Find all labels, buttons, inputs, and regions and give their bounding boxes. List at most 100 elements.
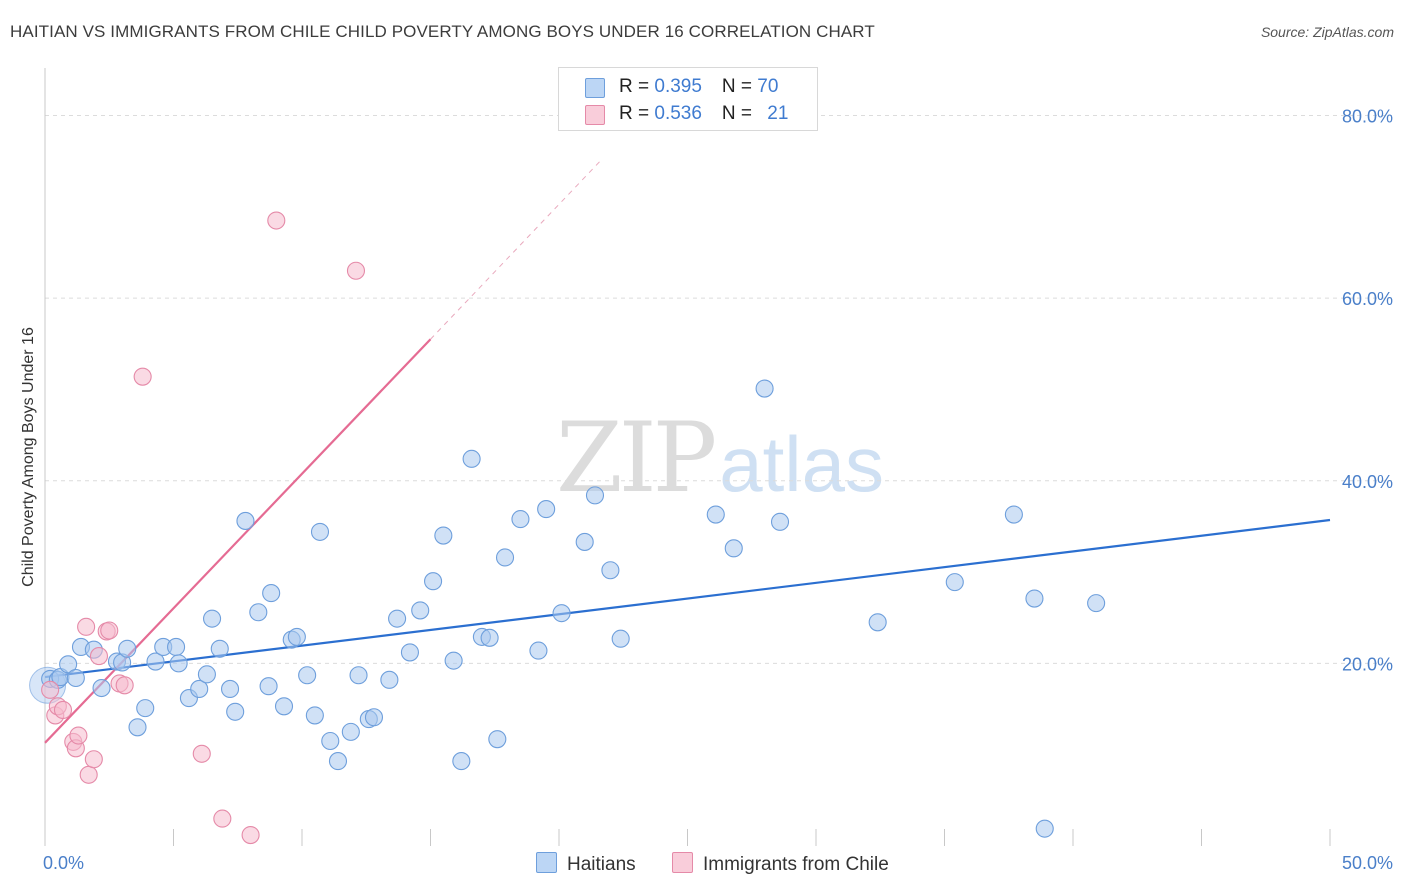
chile-point (267, 211, 286, 230)
legend-n-label: N = (721, 103, 758, 124)
haitians-point (444, 651, 463, 670)
haitians-point (136, 699, 155, 718)
haitians-point (511, 510, 530, 529)
haitians-point (287, 627, 306, 646)
stats-legend: R = 0.395 N = 70 R = 0.536 N = 21 (558, 67, 818, 131)
haitians-point (146, 652, 165, 671)
haitians-point (92, 678, 111, 698)
haitians-point (59, 655, 78, 674)
haitians-point (298, 666, 317, 685)
haitians-point (611, 629, 630, 648)
legend-n-value: 70 (757, 76, 779, 97)
legend-haitians-label: Haitians (567, 854, 636, 875)
legend-r-label: R = (619, 103, 655, 124)
haitians-point (434, 526, 453, 545)
legend-n-label: N = (721, 76, 758, 97)
chile-point (192, 744, 211, 763)
haitians-point (364, 708, 384, 727)
x-tick-label: 50.0% (1342, 853, 1393, 873)
y-tick-label: 80.0% (1342, 107, 1393, 127)
legend-chile: Immigrants from Chile (672, 852, 889, 876)
haitians-point (424, 572, 443, 591)
y-tick-label: 40.0% (1342, 472, 1393, 492)
haitians-point (226, 702, 245, 721)
haitians-point (236, 511, 255, 530)
haitians-point (724, 539, 743, 558)
chile-point (346, 261, 366, 280)
haitians-swatch-icon (585, 78, 605, 98)
haitians-point (197, 665, 216, 684)
haitians-point (1025, 589, 1044, 608)
haitians-point (868, 613, 887, 632)
y-tick-label: 60.0% (1342, 289, 1393, 309)
haitians-point (259, 677, 278, 696)
chile-point (115, 676, 134, 695)
chile-point (213, 809, 232, 828)
legend-r-label: R = (619, 76, 655, 97)
haitians-point (388, 609, 407, 628)
trend-lines (44, 160, 1331, 744)
gridlines (45, 115, 1392, 664)
haitians-point (400, 643, 419, 662)
legend-n-value: 21 (767, 103, 789, 124)
chile-trend-line (44, 338, 432, 744)
haitians-point (249, 603, 268, 622)
chile-point (241, 825, 260, 845)
chile-swatch-icon (585, 105, 605, 125)
haitians-point (341, 722, 360, 741)
haitians-point (488, 730, 507, 749)
haitians-point (220, 679, 240, 698)
source-label: Source: ZipAtlas.com (1260, 24, 1394, 40)
chile-point (100, 621, 119, 640)
haitians-point (210, 639, 229, 658)
haitians-point (480, 628, 499, 647)
haitians-point (167, 637, 186, 656)
legend-chile-label: Immigrants from Chile (703, 854, 889, 875)
legend-r-value: 0.395 (654, 76, 702, 97)
haitians-point (203, 609, 222, 628)
chile-point (79, 765, 98, 784)
x-tick-label: 0.0% (43, 853, 84, 873)
haitians-point (452, 752, 471, 771)
chile-legend-icon (672, 852, 693, 873)
haitians-legend-icon (536, 852, 557, 873)
chile-point (89, 647, 109, 666)
haitians-point (190, 679, 209, 698)
haitians-point (585, 486, 605, 505)
legend-r-value: 0.536 (654, 103, 702, 124)
haitians-point (1035, 819, 1054, 838)
y-tick-label: 20.0% (1342, 654, 1393, 674)
haitians-point (462, 449, 481, 468)
chile-point (41, 680, 60, 699)
axes (44, 68, 1331, 846)
haitians-point (349, 666, 368, 685)
haitians-point (537, 500, 556, 519)
haitians-point (601, 561, 620, 580)
chart-title: HAITIAN VS IMMIGRANTS FROM CHILE CHILD P… (10, 22, 875, 41)
haitians-point (262, 584, 281, 603)
haitians-point (118, 639, 137, 658)
haitians-point (755, 379, 774, 398)
haitians-point (128, 718, 147, 737)
haitians-point (1004, 505, 1023, 524)
haitians-point (380, 670, 399, 689)
haitians-point (706, 505, 725, 524)
haitians-trend-line (44, 518, 1331, 679)
haitians-point (1087, 594, 1106, 613)
chile-point (133, 367, 152, 386)
haitians-point (321, 731, 340, 751)
data-points (29, 211, 1106, 845)
haitians-point (529, 641, 548, 660)
chile-point (77, 617, 96, 636)
haitians-point (310, 522, 330, 541)
haitians-point (305, 706, 324, 725)
tick-labels: 20.0% 40.0% 60.0% 80.0% 0.0% 50.0% (43, 107, 1393, 873)
haitians-point (770, 512, 790, 531)
haitians-point (66, 668, 85, 688)
haitians-point (411, 601, 430, 620)
haitians-point (274, 697, 294, 716)
chile-point (69, 726, 88, 745)
watermark: ZIPatlas (556, 402, 884, 514)
chile-point (84, 750, 103, 769)
